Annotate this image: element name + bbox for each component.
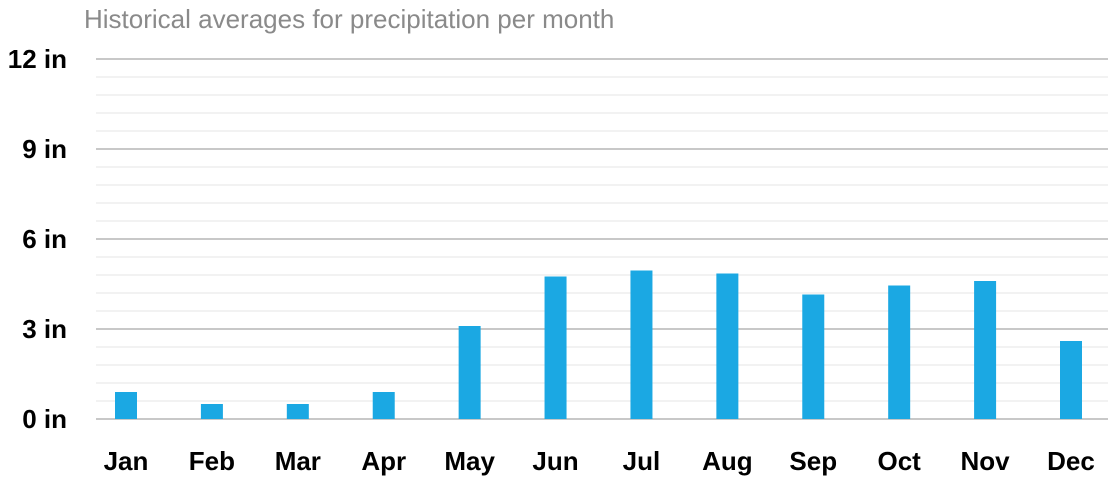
bar-sep <box>802 294 825 419</box>
chart-title: Historical averages for precipitation pe… <box>84 4 615 34</box>
x-tick-label: Dec <box>1047 446 1095 476</box>
x-tick-label: Jul <box>623 446 661 476</box>
x-tick-label: Jan <box>104 446 149 476</box>
x-tick-label: Feb <box>189 446 235 476</box>
bar-may <box>458 326 481 419</box>
x-tick-label: Oct <box>878 446 922 476</box>
y-tick-label: 3 in <box>22 314 67 344</box>
bar-oct <box>888 285 911 419</box>
y-tick-label: 6 in <box>22 224 67 254</box>
x-axis-ticks: Jan Feb Mar Apr May Jun Jul Aug Sep Oct Nov Dec <box>104 446 1095 476</box>
x-tick-label: Aug <box>702 446 753 476</box>
bar-feb <box>200 404 223 419</box>
bar-mar <box>286 404 309 419</box>
bars <box>115 270 1082 419</box>
bar-apr <box>372 392 395 419</box>
x-tick-label: Apr <box>361 446 406 476</box>
bar-jun <box>544 276 567 419</box>
y-tick-label: 9 in <box>22 134 67 164</box>
y-tick-label: 12 in <box>8 44 67 74</box>
bar-dec <box>1060 341 1082 419</box>
y-tick-label: 0 in <box>22 404 67 434</box>
x-tick-label: Nov <box>961 446 1011 476</box>
bar-aug <box>716 273 739 419</box>
bar-nov <box>974 281 997 419</box>
x-tick-label: Sep <box>789 446 837 476</box>
bar-jan <box>115 392 137 419</box>
gridlines <box>96 58 1108 420</box>
x-tick-label: Jun <box>532 446 578 476</box>
x-tick-label: May <box>444 446 495 476</box>
bar-jul <box>630 270 653 419</box>
y-axis-ticks: 0 in 3 in 6 in 9 in 12 in <box>8 44 67 434</box>
x-tick-label: Mar <box>275 446 321 476</box>
